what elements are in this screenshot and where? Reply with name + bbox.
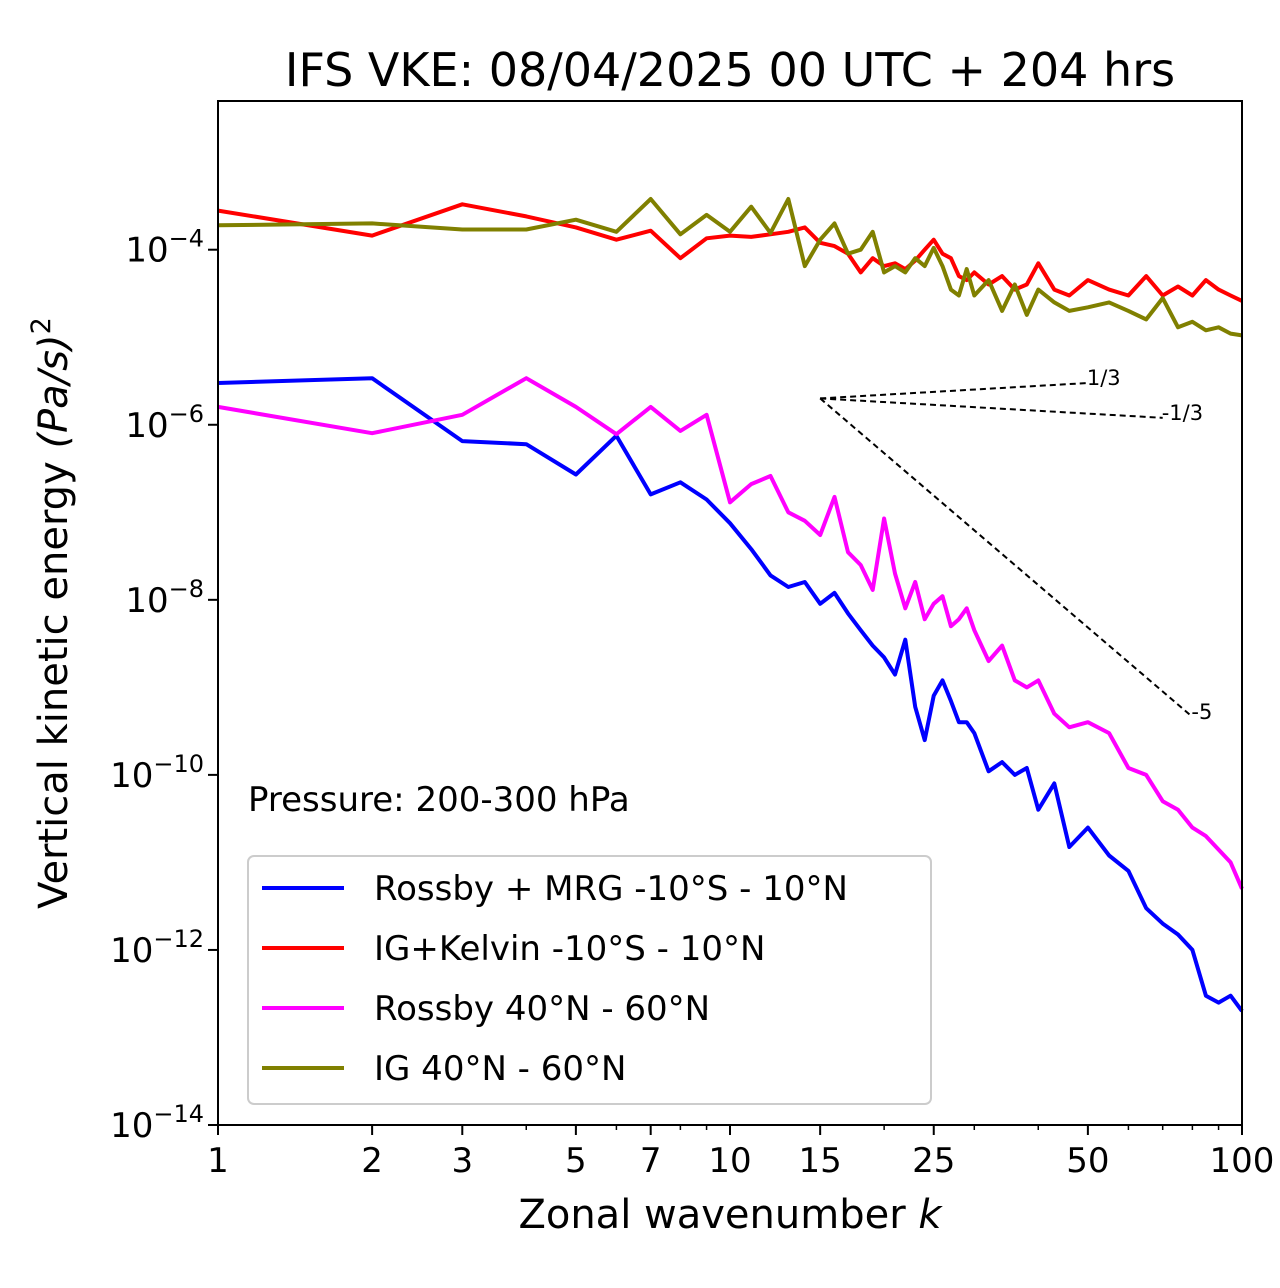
y-tick-label: 10−4 [125,225,204,271]
reference-line-label-2: -1/3 [1162,401,1203,425]
y-tick-label: 10−12 [110,925,204,971]
x-axis-title-variable: k [918,1192,943,1238]
y-axis: 10−14 10−12 10−10 10−8 10−6 10−4 [110,225,218,1146]
legend-label-4: IG 40°N - 60°N [374,1049,626,1089]
x-tick-label: 50 [1066,1141,1109,1181]
x-tick-label: 7 [640,1141,662,1181]
y-axis-title-text: Vertical kinetic energy [31,461,77,909]
reference-line-1 [820,382,1088,400]
reference-line-label-1: 1/3 [1087,366,1121,390]
legend-label-2: IG+Kelvin -10°S - 10°N [374,929,765,969]
y-tick-label: 10−6 [125,400,204,446]
series-line-1 [217,376,1244,1013]
series-line-3 [217,376,1244,890]
x-tick-label: 3 [451,1141,473,1181]
reference-line-2 [820,397,1163,419]
reference-line-3 [819,397,1194,718]
y-axis-title-unit: (Pa/s) [31,334,77,448]
series-line-4 [217,197,1243,338]
legend: Rossby + MRG -10°S - 10°N IG+Kelvin -10°S… [247,855,932,1105]
x-tick-label: 10 [708,1141,751,1181]
series-line-2 [217,202,1243,303]
reference-lines: 1/3 -1/3 -5 [819,366,1212,724]
legend-label-3: Rossby 40°N - 60°N [374,989,710,1029]
y-axis-title-exponent: 2 [26,317,57,334]
legend-entries: Rossby + MRG -10°S - 10°N IG+Kelvin -10°S… [262,869,848,1089]
series-layer [217,197,1244,1013]
x-tick-label: 25 [912,1141,955,1181]
x-axis-title-text: Zonal wavenumber [518,1192,906,1238]
x-axis: 1 2 3 5 7 10 15 25 50 100 [207,1125,1274,1181]
y-tick-label: 10−14 [110,1100,204,1146]
pressure-annotation: Pressure: 200-300 hPa [248,780,630,820]
x-tick-label: 5 [565,1141,587,1181]
legend-label-1: Rossby + MRG -10°S - 10°N [374,869,848,909]
x-tick-label: 1 [207,1141,229,1181]
y-tick-label: 10−8 [125,575,204,621]
y-axis-title: Vertical kinetic energy (Pa/s)2 [26,317,77,909]
reference-line-label-3: -5 [1191,700,1212,724]
x-tick-label: 100 [1210,1141,1275,1181]
chart-title: IFS VKE: 08/04/2025 00 UTC + 204 hrs [285,43,1175,97]
x-tick-label: 2 [361,1141,383,1181]
x-tick-label: 15 [799,1141,842,1181]
y-tick-label: 10−10 [110,750,204,796]
legend-box [247,855,932,1105]
x-axis-title: Zonal wavenumber k [518,1192,943,1238]
